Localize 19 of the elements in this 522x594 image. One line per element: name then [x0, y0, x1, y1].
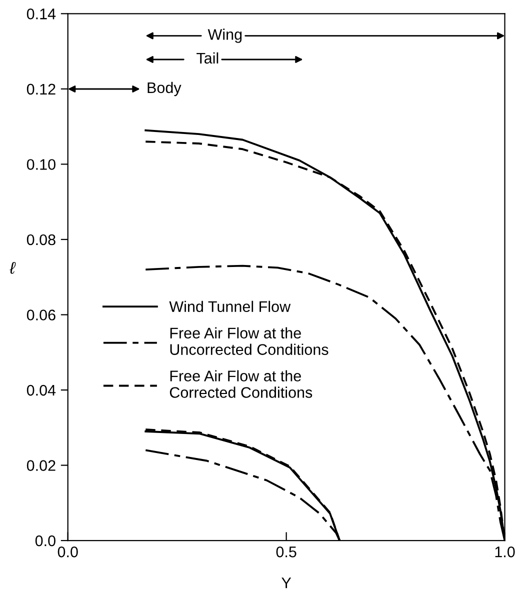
annotation: Body [148, 82, 182, 96]
y-tick-label: 0.02 [26, 460, 56, 471]
y-tick-label: 0.0 [35, 535, 56, 546]
legend-label: Wind Tunnel Flow [169, 300, 291, 312]
y-tick-label: 0.14 [26, 8, 56, 20]
annotation: Wing [208, 28, 242, 43]
legend-label: Free Air Flow at the Uncorrected Conditions [170, 327, 328, 355]
annotation: Tail [196, 52, 218, 64]
y-tick-label: 0.12 [26, 84, 56, 95]
x-tick-label: 0.5 [276, 546, 296, 558]
y-tick-label: 0.10 [26, 159, 56, 170]
y-axis-title: ℓ [10, 262, 16, 274]
x-axis-title: Y [282, 578, 292, 588]
y-tick-label: 0.08 [26, 234, 56, 246]
x-tick-label: 1.0 [495, 546, 515, 558]
legend-label: Free Air Flow at the Corrected Conditions [170, 370, 312, 398]
y-tick-label: 0.06 [26, 310, 56, 320]
x-tick-label: 0.0 [58, 546, 78, 558]
y-tick-label: 0.04 [26, 384, 56, 396]
